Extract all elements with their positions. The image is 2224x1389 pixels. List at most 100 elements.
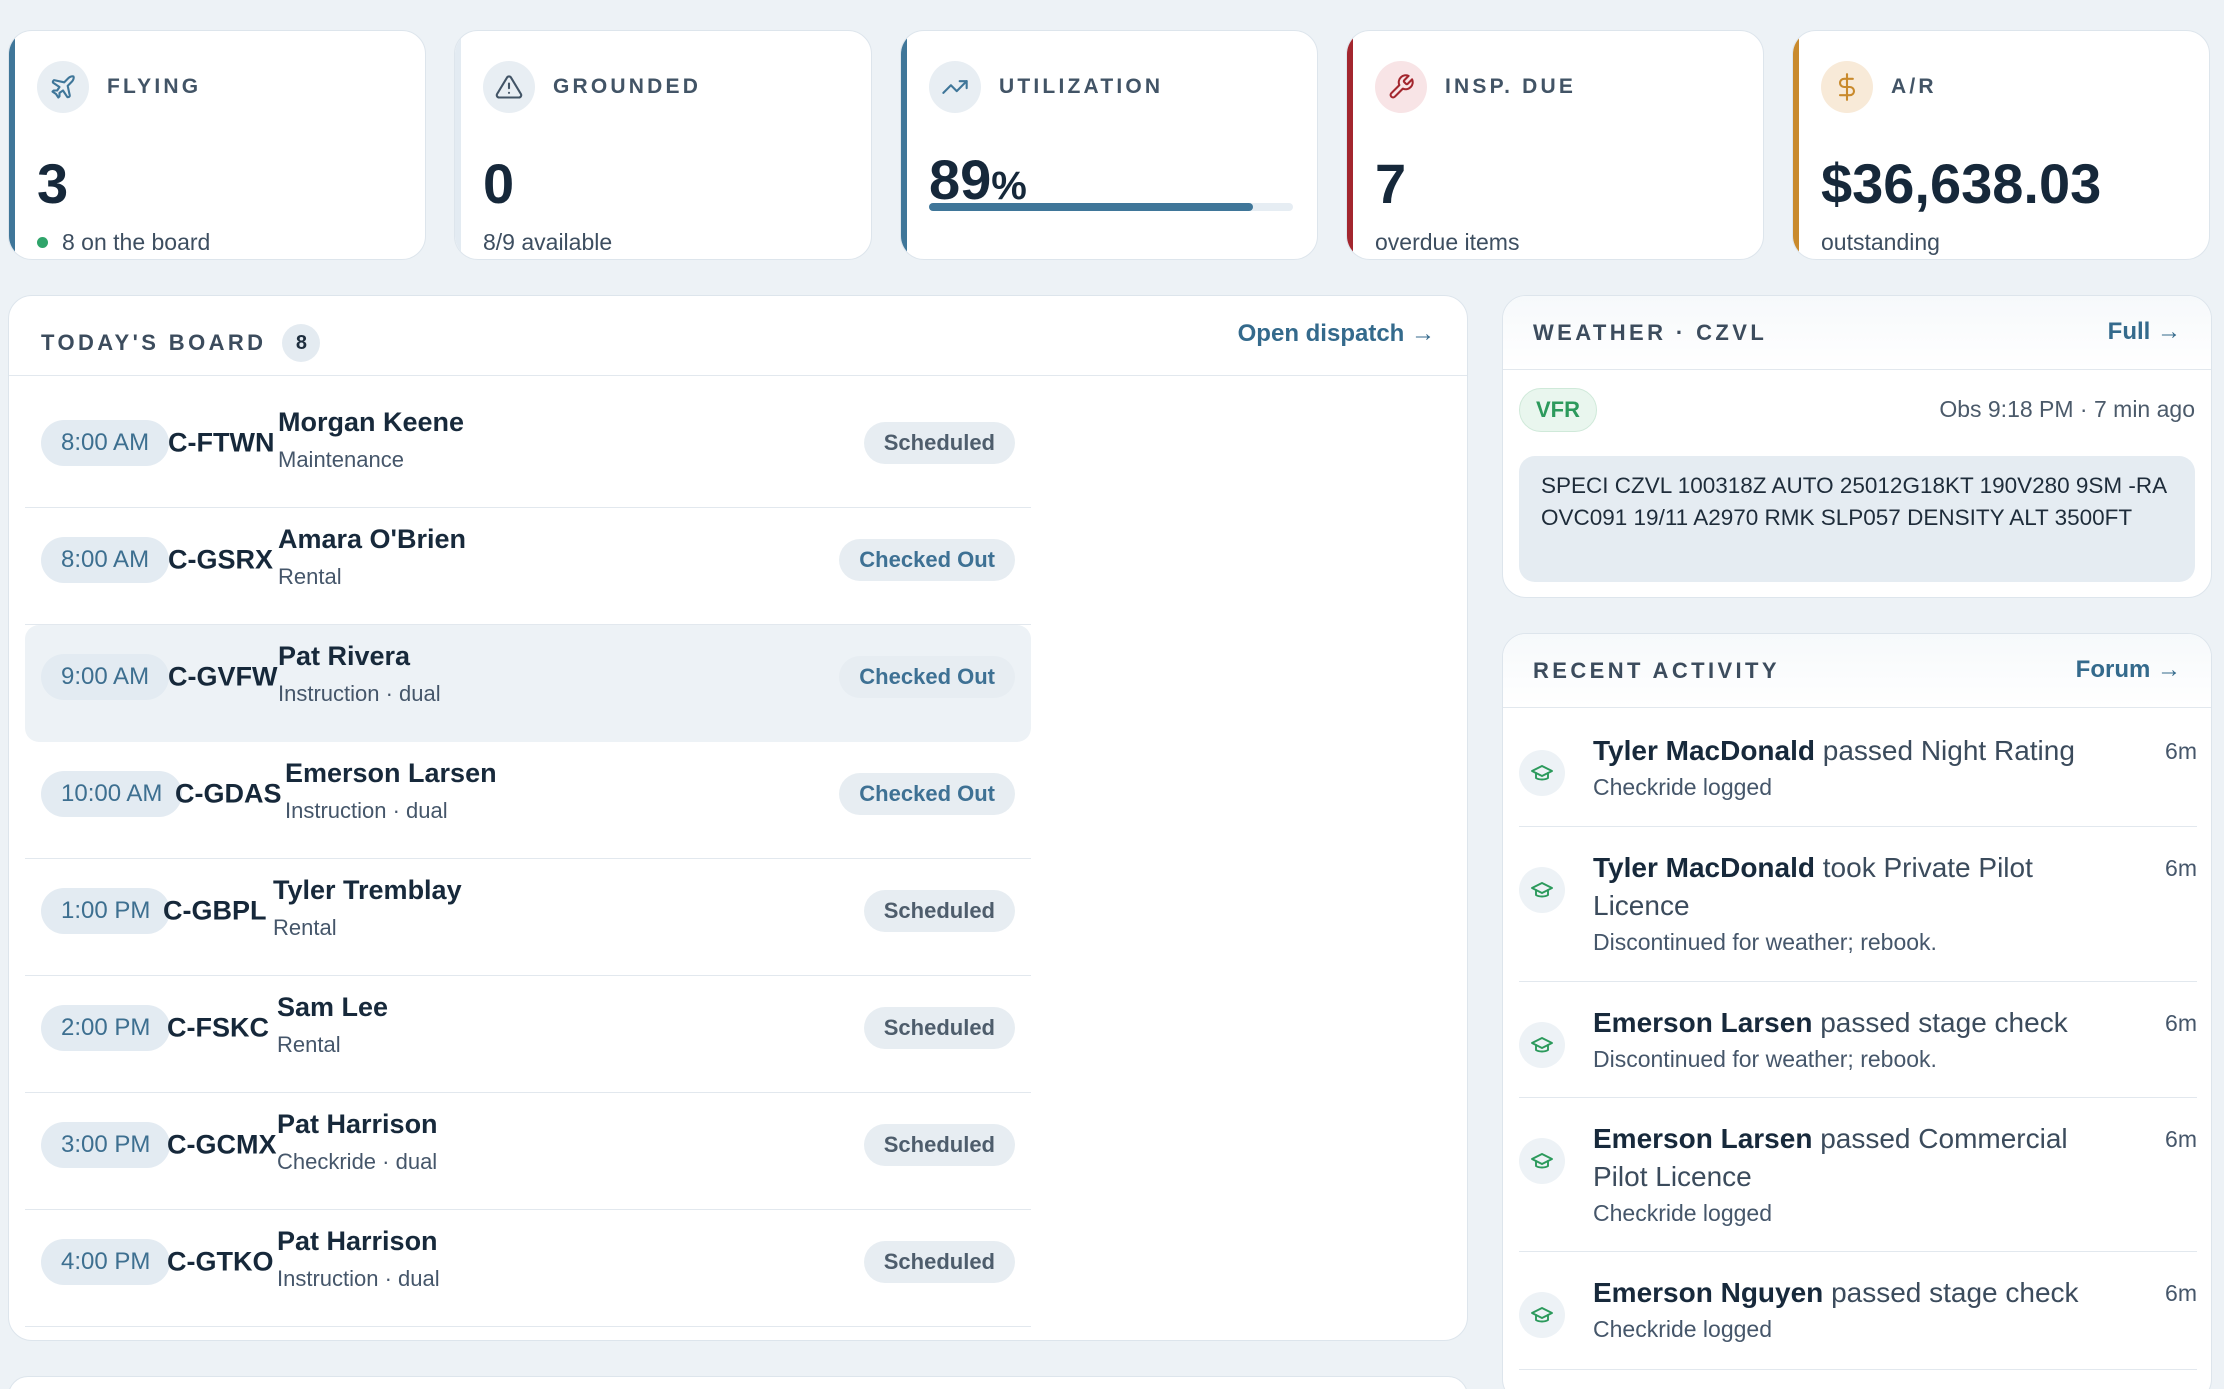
aircraft-tail: C-GSRX [168,544,274,575]
time-pill: 8:00 AM [41,537,170,583]
weather-full-link[interactable]: Full → [2107,318,2181,345]
activity-body: Emerson Nguyen passed stage check Checkr… [1593,1274,2123,1343]
recent-activity-panel: RECENT ACTIVITY Forum → Tyler MacDonald … [1502,633,2212,1389]
pilot-name: Emerson Larsen [285,758,497,788]
activity-action: passed Night Rating [1822,735,2075,766]
plane-icon [37,61,89,113]
board-row[interactable]: 10:00 AM C-GDAS Emerson Larsen Instructi… [25,742,1031,859]
activity-text: Emerson Larsen passed Commercial Pilot L… [1593,1120,2123,1196]
board-row[interactable]: 9:00 AM C-GVFW Pat Rivera Instruction · … [25,625,1031,742]
stat-label: A/R [1891,75,1937,98]
activity-item[interactable]: Emerson Larsen passed Commercial Pilot L… [1519,1098,2197,1252]
activity-time: 6m [2165,855,2197,881]
stat-subtext-label: 8 on the board [62,229,211,255]
status-badge: Scheduled [863,1007,1015,1049]
dollar-icon [1821,61,1873,113]
activity-person: Emerson Larsen [1593,1007,1813,1038]
time-pill: 3:00 PM [41,1122,171,1168]
stat-card-inspections-due[interactable]: INSP. DUE 7 overdue items [1346,30,1764,260]
activity-item[interactable]: Tyler MacDonald passed Night Rating Chec… [1519,710,2197,827]
activity-action: passed stage check [1820,1007,2068,1038]
board-row[interactable]: 8:00 AM C-GSRX Amara O'Brien Rental Chec… [25,508,1031,625]
graduation-cap-icon [1519,1022,1565,1068]
next-panel-edge [8,1376,1468,1389]
stat-card-flying[interactable]: FLYING 3 8 on the board [8,30,426,260]
board-row[interactable]: 3:00 PM C-GCMX Pat Harrison Checkride · … [25,1093,1031,1210]
activity-item[interactable]: Tyler MacDonald took Private Pilot Licen… [1519,827,2197,982]
activity-action: passed Commercial Pilot Licence [1593,1123,2068,1192]
activity-time: 6m [2165,738,2197,764]
pilot-name: Pat Harrison [277,1109,438,1139]
status-badge: Checked Out [839,773,1015,815]
status-badge: Scheduled [863,1241,1015,1283]
accent-bar [1793,31,1799,259]
activity-action: took Private Pilot Licence [1593,852,2033,921]
pilot-name: Morgan Keene [278,407,465,437]
activity-text: Emerson Larsen passed stage check [1593,1004,2123,1042]
aircraft-tail: C-GTKO [167,1246,274,1277]
forum-link[interactable]: Forum → [2075,656,2181,683]
booking-type: Maintenance [278,447,404,472]
activity-text: Emerson Nguyen passed stage check [1593,1274,2123,1312]
stat-value: 0 [483,152,515,215]
activity-person: Tyler MacDonald [1593,735,1815,766]
status-badge: Scheduled [863,890,1015,932]
board-row[interactable]: 1:00 PM C-GBPL Tyler Tremblay Rental Sch… [25,859,1031,976]
status-badge: Scheduled [863,422,1015,464]
graduation-cap-icon [1519,750,1565,796]
time-pill: 4:00 PM [41,1239,171,1285]
board-title: TODAY'S BOARD 8 [41,324,321,362]
weather-header: WEATHER · CZVL Full → [1503,296,2211,370]
board-row[interactable]: 4:00 PM C-GTKO Pat Harrison Instruction … [25,1210,1031,1327]
stat-value: $36,638.03 [1821,152,2102,215]
aircraft-tail: C-GDAS [175,778,282,809]
activity-body: Tyler MacDonald passed Night Rating Chec… [1593,732,2123,801]
activity-header: RECENT ACTIVITY Forum → [1503,634,2211,708]
stat-subtext: 8 on the board [37,229,210,256]
stat-label: UTILIZATION [999,75,1164,98]
pilot-name: Pat Rivera [278,641,411,671]
activity-time: 6m [2165,1126,2197,1152]
graduation-cap-icon [1519,1138,1565,1184]
booking-type: Rental [273,915,337,940]
board-row[interactable]: 8:00 AM C-FTWN Morgan Keene Maintenance … [25,391,1031,508]
open-dispatch-link[interactable]: Open dispatch → [1237,320,1435,347]
activity-item[interactable]: Emerson Nguyen passed stage check Checkr… [1519,1252,2197,1370]
aircraft-tail: C-GVFW [168,661,278,692]
activity-person: Emerson Larsen [1593,1123,1813,1154]
wrench-icon [1375,61,1427,113]
warning-triangle-icon [483,61,535,113]
activity-person: Emerson Nguyen [1593,1277,1824,1308]
activity-title: RECENT ACTIVITY [1533,658,1780,683]
aircraft-tail: C-GCMX [167,1129,277,1160]
graduation-cap-icon [1519,1292,1565,1338]
stat-card-grounded[interactable]: GROUNDED 0 8/9 available [454,30,872,260]
observation-time: Obs 9:18 PM · 7 min ago [1939,396,2195,422]
activity-action: passed stage check [1831,1277,2079,1308]
booking-type: Instruction · dual [278,681,441,706]
graduation-cap-icon [1519,867,1565,913]
activity-body: Emerson Larsen passed Commercial Pilot L… [1593,1120,2123,1227]
booking-type: Rental [277,1032,341,1057]
pilot-name: Pat Harrison [277,1226,438,1256]
stat-card-utilization[interactable]: UTILIZATION 89% [900,30,1318,260]
status-badge: Scheduled [863,1124,1015,1166]
booking-type: Rental [278,564,342,589]
accent-bar [1347,31,1353,259]
stat-value: 89% [929,149,1027,217]
activity-note: Checkride logged [1593,1200,1773,1226]
utilization-unit: % [991,164,1027,208]
board-row[interactable]: 2:00 PM C-FSKC Sam Lee Rental Scheduled [25,976,1031,1093]
activity-text: Tyler MacDonald took Private Pilot Licen… [1593,849,2123,925]
booking-type: Checkride · dual [277,1149,438,1174]
activity-item[interactable]: Emerson Larsen passed stage check Discon… [1519,982,2197,1098]
pilot-name: Tyler Tremblay [273,875,462,905]
utilization-progress-bar [929,203,1293,211]
stat-label: INSP. DUE [1445,75,1577,98]
stat-card-receivables[interactable]: A/R $36,638.03 outstanding [1792,30,2210,260]
metar-text: SPECI CZVL 100318Z AUTO 25012G18KT 190V2… [1519,456,2195,582]
activity-person: Tyler MacDonald [1593,852,1815,883]
status-dot [37,237,48,248]
stat-subtext: outstanding [1821,229,1940,255]
activity-time: 6m [2165,1280,2197,1306]
